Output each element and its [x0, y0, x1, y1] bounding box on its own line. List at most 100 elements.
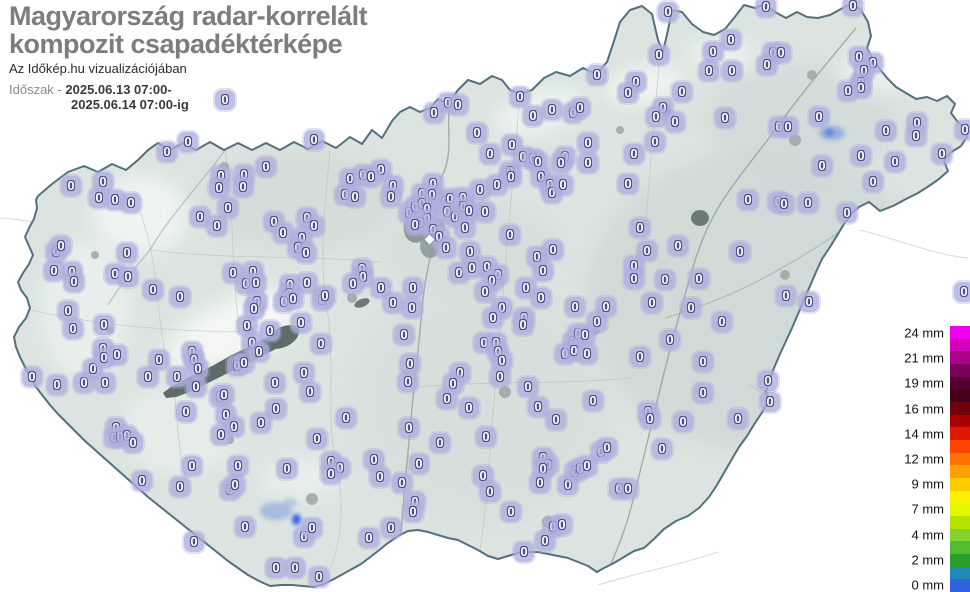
precip-marker: 0 — [184, 532, 204, 552]
precip-marker: 0 — [294, 363, 314, 383]
legend-bar-segment — [950, 541, 970, 555]
precip-marker: 0 — [381, 518, 401, 538]
precip-marker: 0 — [214, 385, 234, 405]
legend-bar-segment — [950, 338, 970, 352]
precip-marker: 0 — [712, 312, 732, 332]
precip-marker: 0 — [668, 236, 688, 256]
legend-bar-segment — [950, 490, 970, 504]
legend-label: 2 mm — [911, 552, 945, 568]
precip-marker: 0 — [546, 410, 566, 430]
precip-marker: 0 — [402, 298, 422, 318]
precip-marker: 0 — [304, 130, 324, 150]
precip-marker: 0 — [809, 107, 829, 127]
legend-bar-segment — [950, 364, 970, 377]
precip-marker: 0 — [251, 413, 271, 433]
precip-marker: 0 — [932, 144, 952, 164]
precip-marker: 0 — [513, 315, 533, 335]
precip-marker: 0 — [658, 2, 678, 22]
precip-marker: 0 — [118, 267, 138, 287]
precip-marker: 0 — [309, 567, 329, 587]
precip-marker: 0 — [249, 342, 269, 362]
precip-marker: 0 — [343, 274, 363, 294]
precip-marker: 0 — [774, 194, 794, 214]
precip-marker: 0 — [300, 382, 320, 402]
legend-bar-segment — [950, 478, 970, 491]
precip-marker: 0 — [876, 121, 896, 141]
precip-marker: 0 — [955, 120, 970, 140]
legend-bar-segment — [950, 376, 970, 390]
precip-marker: 0 — [455, 218, 475, 238]
precip-marker: 0 — [392, 473, 412, 493]
precip-marker: 0 — [63, 319, 83, 339]
precip-marker: 0 — [297, 273, 317, 293]
precip-marker: 0 — [311, 334, 331, 354]
precip-marker: 0 — [302, 518, 322, 538]
precip-marker: 0 — [51, 236, 71, 256]
precip-marker: 0 — [207, 216, 227, 236]
precip-marker: 0 — [409, 454, 429, 474]
precip-marker: 0 — [44, 261, 64, 281]
precip-marker: 0 — [399, 418, 419, 438]
legend-bar-segment — [950, 326, 970, 339]
precip-marker: 0 — [673, 412, 693, 432]
legend-bar-segment — [950, 465, 970, 479]
precip-marker: 0 — [190, 207, 210, 227]
legend-label: 21 mm — [904, 350, 944, 366]
precip-marker: 0 — [256, 157, 276, 177]
precip-marker: 0 — [501, 502, 521, 522]
precip-marker: 0 — [336, 408, 356, 428]
legend-bar-segment — [950, 503, 970, 517]
precip-marker: 0 — [578, 153, 598, 173]
precip-marker: 0 — [296, 243, 316, 263]
precip-marker: 0 — [597, 438, 617, 458]
precip-marker: 0 — [649, 45, 669, 65]
precip-marker: 0 — [500, 225, 520, 245]
legend-label: 4 mm — [911, 527, 945, 543]
precip-marker: 0 — [400, 354, 420, 374]
precip-marker: 0 — [885, 152, 905, 172]
precip-marker: 0 — [467, 123, 487, 143]
precip-marker: 0 — [233, 177, 253, 197]
legend-bar-segment — [950, 516, 970, 529]
precip-marker: 0 — [906, 126, 926, 146]
precip-marker: 0 — [646, 107, 666, 127]
precip-marker: 0 — [637, 241, 657, 261]
precip-marker: 0 — [587, 65, 607, 85]
precip-marker: 0 — [954, 282, 970, 302]
precip-marker: 0 — [266, 558, 286, 578]
precip-marker: 0 — [642, 293, 662, 313]
precip-marker: 0 — [837, 203, 857, 223]
precip-marker: 0 — [436, 238, 456, 258]
precip-marker: 0 — [738, 190, 758, 210]
precip-marker: 0 — [523, 106, 543, 126]
precip-marker: 0 — [480, 482, 500, 502]
precip-marker: 0 — [730, 242, 750, 262]
precip-marker: 0 — [652, 439, 672, 459]
legend-label: 0 mm — [911, 577, 945, 592]
precip-marker: 0 — [699, 61, 719, 81]
precip-marker: 0 — [273, 223, 293, 243]
precip-marker: 0 — [47, 375, 67, 395]
precip-marker: 0 — [812, 156, 832, 176]
precip-marker: 0 — [518, 377, 538, 397]
legend-bar-segment — [950, 427, 970, 441]
precip-marker: 0 — [583, 391, 603, 411]
precip-marker: 0 — [448, 95, 468, 115]
precip-marker: 0 — [490, 367, 510, 387]
precip-marker: 0 — [211, 425, 231, 445]
precip-marker: 0 — [577, 456, 597, 476]
precip-marker: 0 — [487, 175, 507, 195]
precip-marker: 0 — [565, 297, 585, 317]
precip-marker: 0 — [693, 352, 713, 372]
precip-marker: 0 — [209, 178, 229, 198]
precip-marker: 0 — [531, 288, 551, 308]
precip-marker: 0 — [470, 180, 490, 200]
precip-marker: 0 — [266, 399, 286, 419]
precip-marker: 0 — [530, 473, 550, 493]
precip-marker: 0 — [167, 367, 187, 387]
lake-velence — [354, 298, 370, 308]
precip-marker: 0 — [364, 450, 384, 470]
precip-marker: 0 — [117, 243, 137, 263]
precip-marker: 0 — [437, 389, 457, 409]
